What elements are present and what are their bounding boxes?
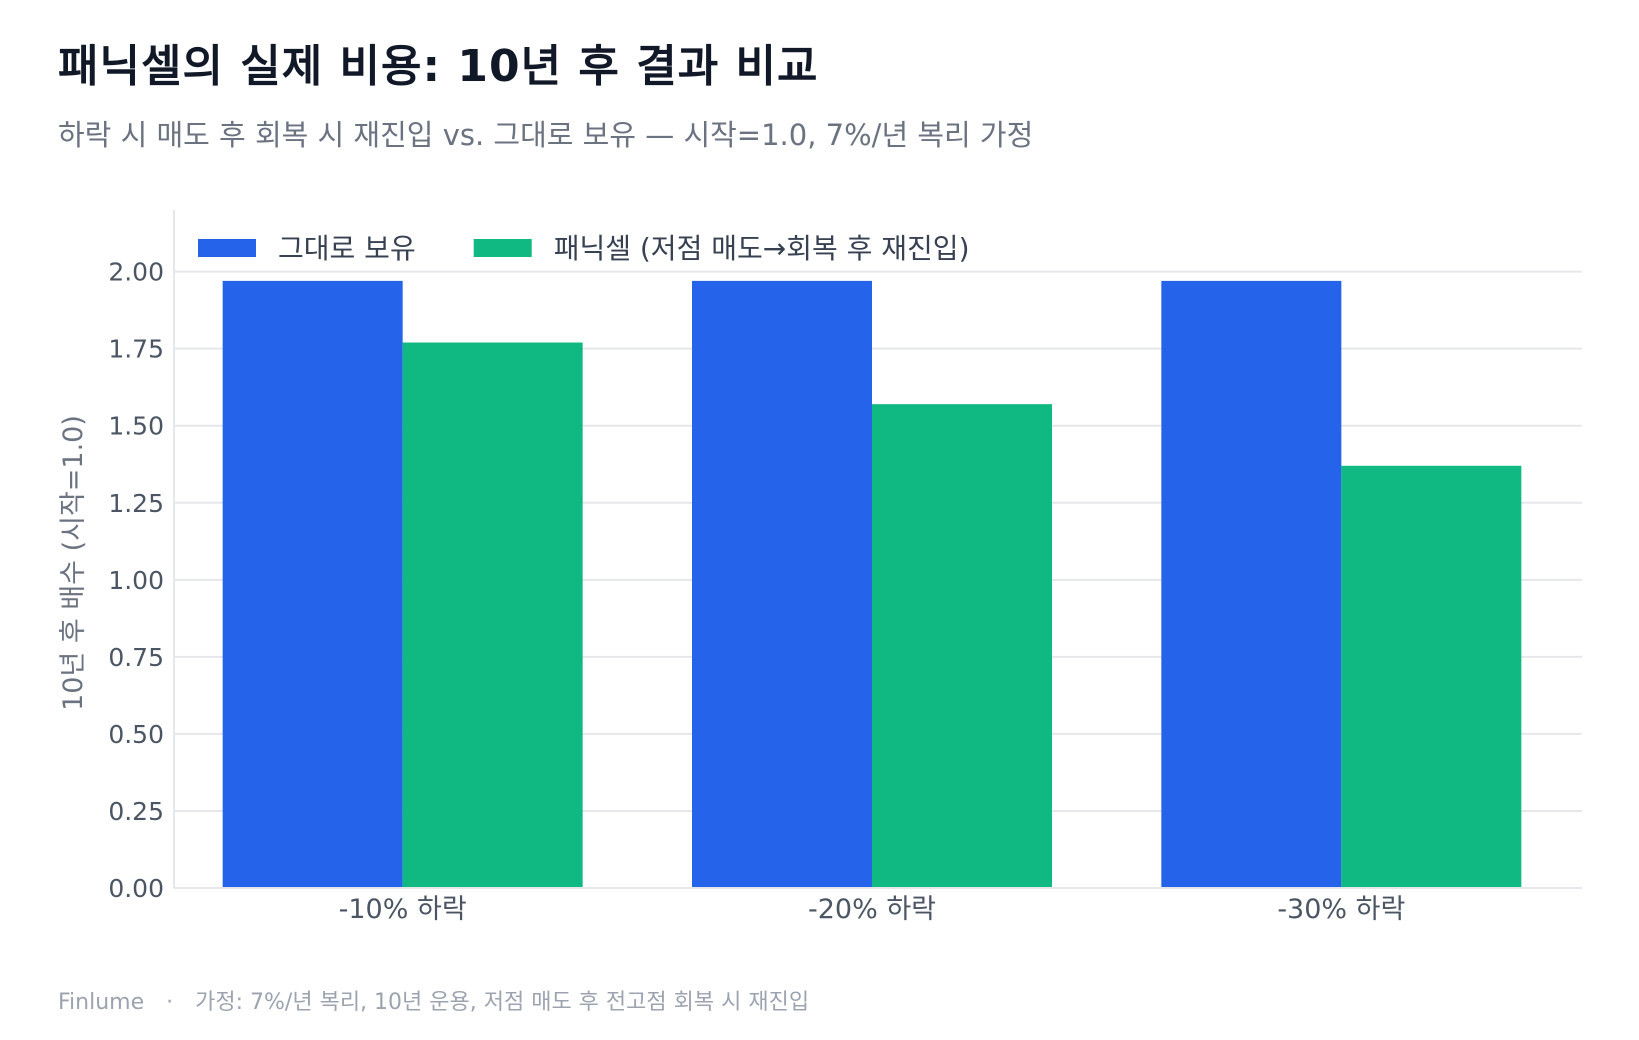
y-tick-label: 1.00	[108, 566, 164, 595]
y-tick-label: 1.75	[108, 335, 164, 364]
legend-swatch-panic	[473, 239, 532, 257]
legend-label-panic: 패닉셀 (저점 매도→회복 후 재진입)	[554, 232, 970, 265]
bars	[222, 280, 1522, 888]
y-tick-label: 0.75	[108, 643, 164, 672]
chart-title: 패닉셀의 실제 비용: 10년 후 결과 비교	[58, 41, 819, 92]
y-tick-label: 1.25	[108, 489, 164, 518]
x-tick-label: -20% 하락	[808, 894, 936, 925]
bar-hold-2	[692, 280, 872, 888]
legend: 그대로 보유 패닉셀 (저점 매도→회복 후 재진입)	[198, 232, 970, 265]
bar-hold-3	[1161, 280, 1342, 888]
y-tick-label: 0.25	[108, 797, 164, 826]
footer-brand: Finlume	[58, 990, 145, 1015]
bar-hold-1	[222, 280, 403, 888]
footer: Finlume · 가정: 7%/년 복리, 10년 운용, 저점 매도 후 전고점…	[58, 984, 809, 1016]
y-tick-label: 2.00	[108, 258, 164, 287]
legend-label-hold: 그대로 보유	[278, 232, 416, 265]
axes: 0.00 0.25 0.50 0.75 1.00 1.25 1.50 1.75 2.00 10년 …	[58, 210, 1582, 925]
chart-subtitle: 하락 시 매도 후 회복 시 재진입 vs. 그대로 보유 — 시작=1.0, …	[58, 118, 1034, 152]
footer-separator: ·	[166, 990, 174, 1015]
bar-panic-3	[1341, 465, 1522, 888]
bar-panic-1	[402, 342, 583, 888]
y-axis-label: 10년 후 배수 (시작=1.0)	[58, 415, 89, 711]
y-tick-label: 0.00	[108, 874, 164, 903]
legend-swatch-hold	[198, 239, 256, 257]
bar-panic-2	[872, 404, 1052, 888]
x-tick-label: -30% 하락	[1277, 894, 1405, 925]
y-tick-label: 0.50	[108, 720, 164, 749]
x-tick-label: -10% 하락	[339, 894, 467, 925]
footer-note: 가정: 7%/년 복리, 10년 운용, 저점 매도 후 전고점 회복 시 재진…	[195, 990, 810, 1015]
y-tick-label: 1.50	[108, 412, 164, 441]
